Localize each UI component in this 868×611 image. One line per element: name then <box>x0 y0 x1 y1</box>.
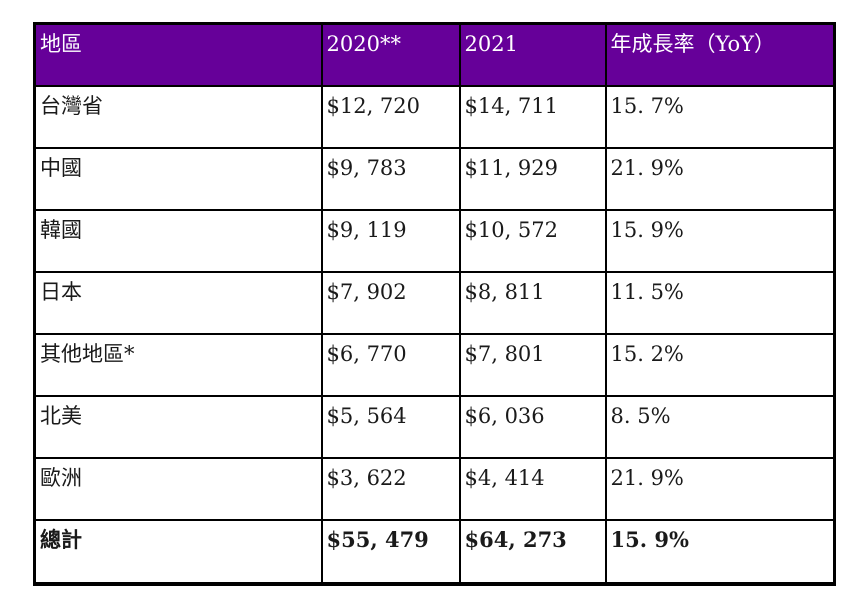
table-row: 北美 $5, 564 $6, 036 8. 5% <box>33 394 836 459</box>
cell-region: 韓國 <box>33 208 323 273</box>
cell-2020: $3, 622 <box>320 456 461 521</box>
cell-2021: $10, 572 <box>458 208 607 273</box>
cell-yoy: 21. 9% <box>604 456 836 521</box>
cell-total-label: 總計 <box>33 518 323 585</box>
cell-2020: $5, 564 <box>320 394 461 459</box>
cell-2020: $12, 720 <box>320 84 461 149</box>
cell-2020: $6, 770 <box>320 332 461 397</box>
table-row: 歐洲 $3, 622 $4, 414 21. 9% <box>33 456 836 521</box>
cell-2021: $11, 929 <box>458 146 607 211</box>
table-row: 日本 $7, 902 $8, 811 11. 5% <box>33 270 836 335</box>
total-row: 總計 $55, 479 $64, 273 15. 9% <box>33 518 836 585</box>
cell-2021: $14, 711 <box>458 84 607 149</box>
cell-region: 北美 <box>33 394 323 459</box>
table-row: 其他地區* $6, 770 $7, 801 15. 2% <box>33 332 836 397</box>
cell-2020: $7, 902 <box>320 270 461 335</box>
cell-2021: $8, 811 <box>458 270 607 335</box>
cell-2021: $7, 801 <box>458 332 607 397</box>
cell-yoy: 11. 5% <box>604 270 836 335</box>
cell-total-2021: $64, 273 <box>458 518 607 585</box>
cell-yoy: 15. 9% <box>604 208 836 273</box>
cell-total-yoy: 15. 9% <box>604 518 836 585</box>
cell-2021: $4, 414 <box>458 456 607 521</box>
cell-region: 其他地區* <box>33 332 323 397</box>
cell-2021: $6, 036 <box>458 394 607 459</box>
column-header-2021: 2021 <box>458 22 607 87</box>
cell-2020: $9, 119 <box>320 208 461 273</box>
cell-region: 台灣省 <box>33 84 323 149</box>
cell-yoy: 15. 7% <box>604 84 836 149</box>
table-row: 韓國 $9, 119 $10, 572 15. 9% <box>33 208 836 273</box>
cell-region: 歐洲 <box>33 456 323 521</box>
column-header-2020: 2020** <box>320 22 461 87</box>
cell-region: 日本 <box>33 270 323 335</box>
table-row: 台灣省 $12, 720 $14, 711 15. 7% <box>33 84 836 149</box>
cell-yoy: 15. 2% <box>604 332 836 397</box>
cell-total-2020: $55, 479 <box>320 518 461 585</box>
cell-region: 中國 <box>33 146 323 211</box>
cell-2020: $9, 783 <box>320 146 461 211</box>
table-row: 中國 $9, 783 $11, 929 21. 9% <box>33 146 836 211</box>
cell-yoy: 21. 9% <box>604 146 836 211</box>
column-header-region: 地區 <box>33 22 323 87</box>
cell-yoy: 8. 5% <box>604 394 836 459</box>
column-header-yoy: 年成長率（YoY） <box>604 22 836 87</box>
header-row: 地區 2020** 2021 年成長率（YoY） <box>33 22 836 87</box>
revenue-by-region-table: 地區 2020** 2021 年成長率（YoY） 台灣省 $12, 720 $1… <box>33 22 836 586</box>
